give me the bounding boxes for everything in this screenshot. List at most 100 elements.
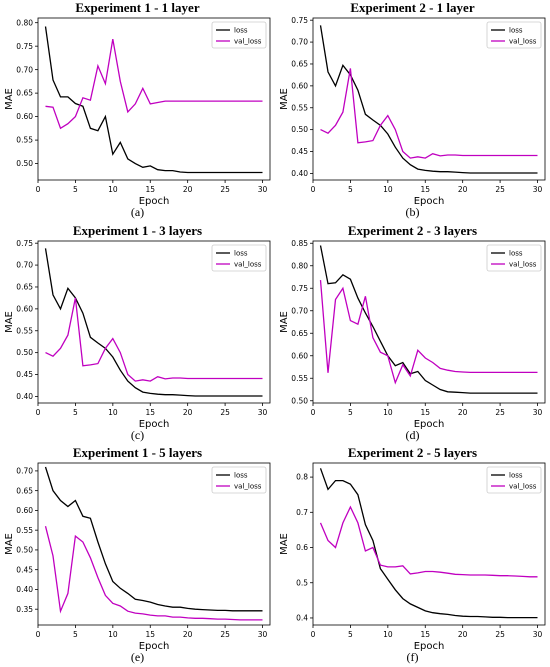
panel-label: (b) — [405, 205, 420, 219]
y-tick-label: 0.70 — [16, 65, 33, 74]
x-tick-label: 0 — [311, 185, 316, 194]
x-tick-label: 10 — [108, 185, 118, 194]
y-tick-label: 0.75 — [16, 42, 33, 51]
series-line-val-loss — [44, 526, 263, 621]
x-tick-label: 15 — [420, 185, 430, 194]
plot-frame — [312, 462, 546, 626]
panel-d: Experiment 2 - 3 layers 0 5 10 15 20 25 30 0.50… — [275, 223, 550, 445]
legend-label: val_loss — [234, 38, 262, 46]
legend-label: val_loss — [509, 261, 537, 269]
y-tick-label: 0.70 — [16, 467, 33, 476]
legend-label: val_loss — [234, 483, 262, 491]
y-tick-label: 0.65 — [16, 283, 33, 292]
y-tick-label: 0.35 — [16, 605, 33, 614]
series-line-loss — [44, 248, 263, 397]
legend-label: loss — [509, 27, 523, 35]
y-axis-label: MAE — [4, 88, 15, 110]
x-tick-label: 0 — [36, 630, 41, 639]
chart-d: 0 5 10 15 20 25 30 0.50 0.55 0.60 0.65 0.70 0.75 0.80… — [279, 239, 546, 430]
plot-frame — [312, 17, 546, 181]
y-tick-label: 0.45 — [16, 565, 33, 574]
y-tick-label: 0.65 — [16, 89, 33, 98]
y-tick-label: 0.60 — [291, 351, 308, 360]
x-axis-label: Epoch — [139, 419, 170, 430]
y-tick-label: 0.80 — [16, 18, 33, 27]
y-tick-label: 0.8 — [296, 473, 308, 482]
x-tick-label: 15 — [145, 630, 155, 639]
x-tick-label: 15 — [145, 185, 155, 194]
plot-frame — [37, 462, 271, 626]
y-tick-label: 0.65 — [16, 486, 33, 495]
plot-frame — [37, 17, 271, 181]
y-axis-label: MAE — [4, 533, 15, 555]
x-tick-label: 10 — [108, 630, 118, 639]
x-tick-label: 15 — [145, 408, 155, 417]
x-tick-label: 30 — [258, 185, 268, 194]
legend-label: val_loss — [509, 483, 537, 491]
y-tick-label: 0.45 — [16, 370, 33, 379]
y-tick-label: 0.55 — [16, 526, 33, 535]
x-tick-label: 10 — [383, 630, 393, 639]
x-axis-label: Epoch — [414, 419, 445, 430]
legend-label: loss — [234, 250, 248, 258]
x-tick-label: 20 — [458, 185, 468, 194]
series-line-loss — [319, 468, 538, 619]
series-line-loss — [319, 245, 538, 394]
y-tick-label: 0.6 — [296, 543, 308, 552]
panel-e: Experiment 1 - 5 layers 0 5 10 15 20 25 30 0.35… — [0, 445, 275, 667]
x-tick-label: 0 — [311, 630, 316, 639]
x-tick-label: 20 — [183, 630, 193, 639]
series-line-val-loss — [45, 38, 263, 130]
chart-a: 0 5 10 15 20 25 30 0.50 0.55 0.60 0.65 0.70 0.75 0.80… — [4, 17, 271, 207]
y-tick-label: 0.4 — [296, 614, 308, 623]
legend-label: loss — [509, 250, 523, 258]
panel-title: Experiment 1 - 5 layers — [72, 445, 203, 460]
y-tick-label: 0.65 — [291, 329, 308, 338]
x-tick-label: 10 — [108, 408, 118, 417]
x-tick-label: 5 — [348, 185, 353, 194]
panel-title: Experiment 1 - 1 layer — [75, 0, 200, 15]
y-tick-label: 0.5 — [296, 578, 308, 587]
series-line-val-loss — [320, 68, 538, 159]
panel-label: (a) — [130, 205, 145, 219]
panel-title: Experiment 1 - 3 layers — [72, 223, 203, 238]
y-tick-label: 0.85 — [291, 239, 308, 248]
chart-b: 0 5 10 15 20 25 30 0.40 0.45 0.50 0.55 0.60 0.65 0.70… — [279, 16, 546, 207]
series-line-val-loss — [319, 505, 538, 578]
x-tick-label: 5 — [348, 408, 353, 417]
series-line-val-loss — [45, 297, 263, 382]
panel-label: (c) — [130, 428, 145, 442]
y-tick-label: 0.50 — [16, 546, 33, 555]
chart-e: 0 5 10 15 20 25 30 0.35 0.40 0.45 0.50 0.55 0.60 0.65… — [4, 462, 271, 652]
x-tick-label: 5 — [73, 185, 78, 194]
y-tick-label: 0.50 — [16, 348, 33, 357]
y-tick-label: 0.55 — [16, 326, 33, 335]
panel-label: (e) — [130, 650, 145, 664]
y-tick-label: 0.7 — [296, 508, 308, 517]
x-tick-label: 10 — [383, 185, 393, 194]
y-tick-label: 0.55 — [291, 103, 308, 112]
x-axis-label: Epoch — [139, 641, 170, 652]
x-tick-label: 5 — [73, 408, 78, 417]
y-axis-label: MAE — [4, 311, 15, 333]
panel-label: (d) — [405, 428, 420, 442]
chart-c: 0 5 10 15 20 25 30 0.40 0.45 0.50 0.55 0.60 0.65 0.70… — [4, 239, 271, 430]
y-tick-label: 0.65 — [291, 60, 308, 69]
y-axis-label: MAE — [279, 88, 290, 110]
y-axis-label: MAE — [279, 533, 290, 555]
x-tick-label: 25 — [495, 185, 505, 194]
y-tick-label: 0.50 — [291, 396, 308, 405]
panel-a: Experiment 1 - 1 layer 0 5 10 15 20 25 30 0.50 0… — [0, 0, 275, 222]
series-line-loss — [44, 466, 263, 612]
legend-label: loss — [509, 472, 523, 480]
x-tick-label: 0 — [36, 185, 41, 194]
y-tick-label: 0.40 — [291, 169, 308, 178]
x-tick-label: 20 — [183, 185, 193, 194]
x-tick-label: 25 — [495, 630, 505, 639]
y-tick-label: 0.70 — [16, 261, 33, 270]
x-tick-label: 0 — [36, 408, 41, 417]
legend-label: val_loss — [509, 38, 537, 46]
y-tick-label: 0.55 — [16, 136, 33, 145]
y-tick-label: 0.50 — [16, 159, 33, 168]
legend-label: val_loss — [234, 261, 262, 269]
